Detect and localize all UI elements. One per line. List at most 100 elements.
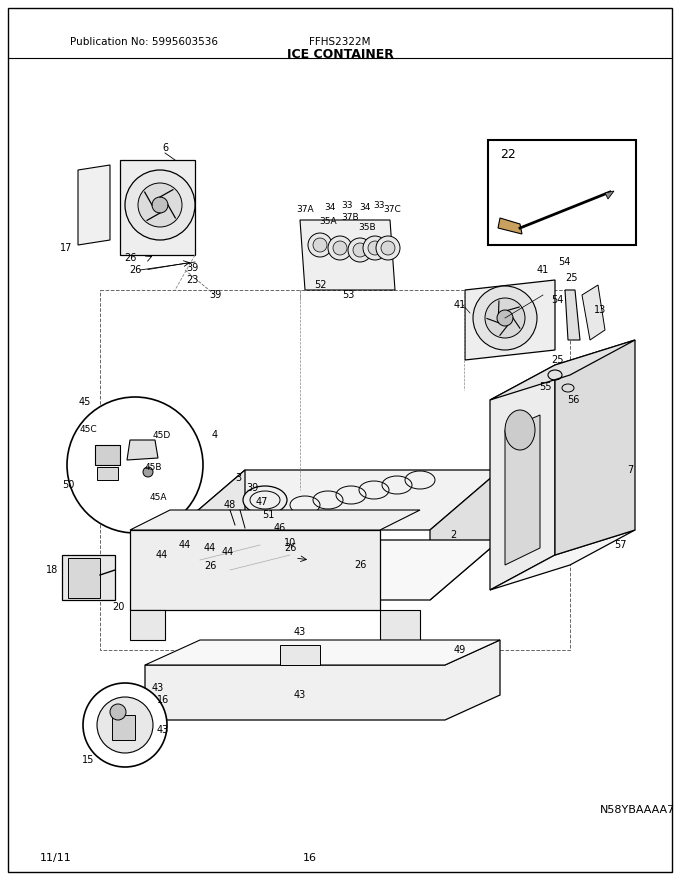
Circle shape <box>363 236 387 260</box>
Text: 54: 54 <box>558 257 571 267</box>
Circle shape <box>328 236 352 260</box>
Polygon shape <box>127 440 158 460</box>
Circle shape <box>138 183 182 227</box>
Text: 34: 34 <box>359 203 371 212</box>
Bar <box>488 140 636 245</box>
Text: 22: 22 <box>500 149 515 162</box>
Polygon shape <box>97 467 118 480</box>
Text: 48: 48 <box>224 500 236 510</box>
Text: 35B: 35B <box>358 224 376 232</box>
Polygon shape <box>300 220 395 290</box>
Text: 43: 43 <box>294 690 306 700</box>
Polygon shape <box>555 340 635 555</box>
Polygon shape <box>175 470 500 530</box>
Text: 18: 18 <box>46 565 58 575</box>
Polygon shape <box>68 558 100 598</box>
Circle shape <box>110 704 126 720</box>
Text: 37A: 37A <box>296 206 313 215</box>
Text: 49: 49 <box>454 645 466 655</box>
Text: 10: 10 <box>284 538 296 548</box>
Polygon shape <box>565 290 580 340</box>
Polygon shape <box>175 540 500 600</box>
Text: 26: 26 <box>124 253 136 263</box>
Text: 43: 43 <box>157 725 169 735</box>
Circle shape <box>368 241 382 255</box>
Text: 26: 26 <box>204 561 216 571</box>
Text: 6: 6 <box>162 143 168 153</box>
Text: FFHS2322M: FFHS2322M <box>309 37 371 47</box>
Circle shape <box>83 683 167 767</box>
Text: 41: 41 <box>537 265 549 275</box>
Text: 55: 55 <box>539 382 551 392</box>
Circle shape <box>473 286 537 350</box>
Text: 57: 57 <box>614 540 626 550</box>
Polygon shape <box>145 640 500 720</box>
Text: Publication No: 5995603536: Publication No: 5995603536 <box>70 37 218 47</box>
Polygon shape <box>175 470 245 600</box>
Polygon shape <box>430 470 500 600</box>
Text: 16: 16 <box>303 853 317 863</box>
Polygon shape <box>130 510 420 530</box>
Text: 15: 15 <box>82 755 95 765</box>
Circle shape <box>376 236 400 260</box>
Text: 35A: 35A <box>319 217 337 226</box>
Polygon shape <box>112 715 135 740</box>
Text: 26: 26 <box>284 543 296 553</box>
Circle shape <box>125 170 195 240</box>
Circle shape <box>497 310 513 326</box>
Bar <box>100 290 570 650</box>
Text: 39: 39 <box>186 263 198 273</box>
Polygon shape <box>465 280 555 360</box>
Text: 43: 43 <box>152 683 164 693</box>
Text: 41: 41 <box>454 300 466 310</box>
Polygon shape <box>505 415 540 565</box>
Polygon shape <box>380 610 420 640</box>
Text: N58YBAAAA7: N58YBAAAA7 <box>600 805 675 815</box>
Text: 45D: 45D <box>153 430 171 439</box>
Text: 2: 2 <box>450 530 456 540</box>
Circle shape <box>143 467 153 477</box>
Text: 17: 17 <box>60 243 72 253</box>
Text: 3: 3 <box>235 473 241 483</box>
Text: 52: 52 <box>313 280 326 290</box>
Circle shape <box>152 197 168 213</box>
Polygon shape <box>130 610 165 640</box>
Text: 46: 46 <box>274 523 286 533</box>
Ellipse shape <box>243 486 287 514</box>
Polygon shape <box>498 218 522 234</box>
Circle shape <box>313 238 327 252</box>
Polygon shape <box>490 340 635 400</box>
Text: 7: 7 <box>627 465 633 475</box>
Text: 47: 47 <box>256 497 268 507</box>
Text: 44: 44 <box>179 540 191 550</box>
Text: 34: 34 <box>324 203 336 212</box>
Circle shape <box>67 397 203 533</box>
Text: 53: 53 <box>342 290 354 300</box>
Polygon shape <box>280 645 320 665</box>
Circle shape <box>381 241 395 255</box>
Text: 45C: 45C <box>79 426 97 435</box>
Polygon shape <box>95 445 120 465</box>
Text: 26: 26 <box>129 265 141 275</box>
Text: 43: 43 <box>294 627 306 637</box>
Circle shape <box>353 243 367 257</box>
Text: 33: 33 <box>341 201 353 209</box>
Text: 4: 4 <box>212 430 218 440</box>
Text: 11/11: 11/11 <box>40 853 72 863</box>
Text: 25: 25 <box>566 273 578 283</box>
Polygon shape <box>78 165 110 245</box>
Text: 50: 50 <box>62 480 74 490</box>
Circle shape <box>348 238 372 262</box>
Text: 39: 39 <box>246 483 258 493</box>
Polygon shape <box>605 191 614 199</box>
Polygon shape <box>120 160 195 255</box>
Polygon shape <box>490 530 635 590</box>
Text: 45B: 45B <box>144 464 162 473</box>
Circle shape <box>333 241 347 255</box>
Text: 44: 44 <box>156 550 168 560</box>
Circle shape <box>485 298 525 338</box>
Text: 25: 25 <box>551 355 564 365</box>
Text: 37B: 37B <box>341 214 359 223</box>
Text: 26: 26 <box>354 560 367 570</box>
Text: 20: 20 <box>112 602 124 612</box>
